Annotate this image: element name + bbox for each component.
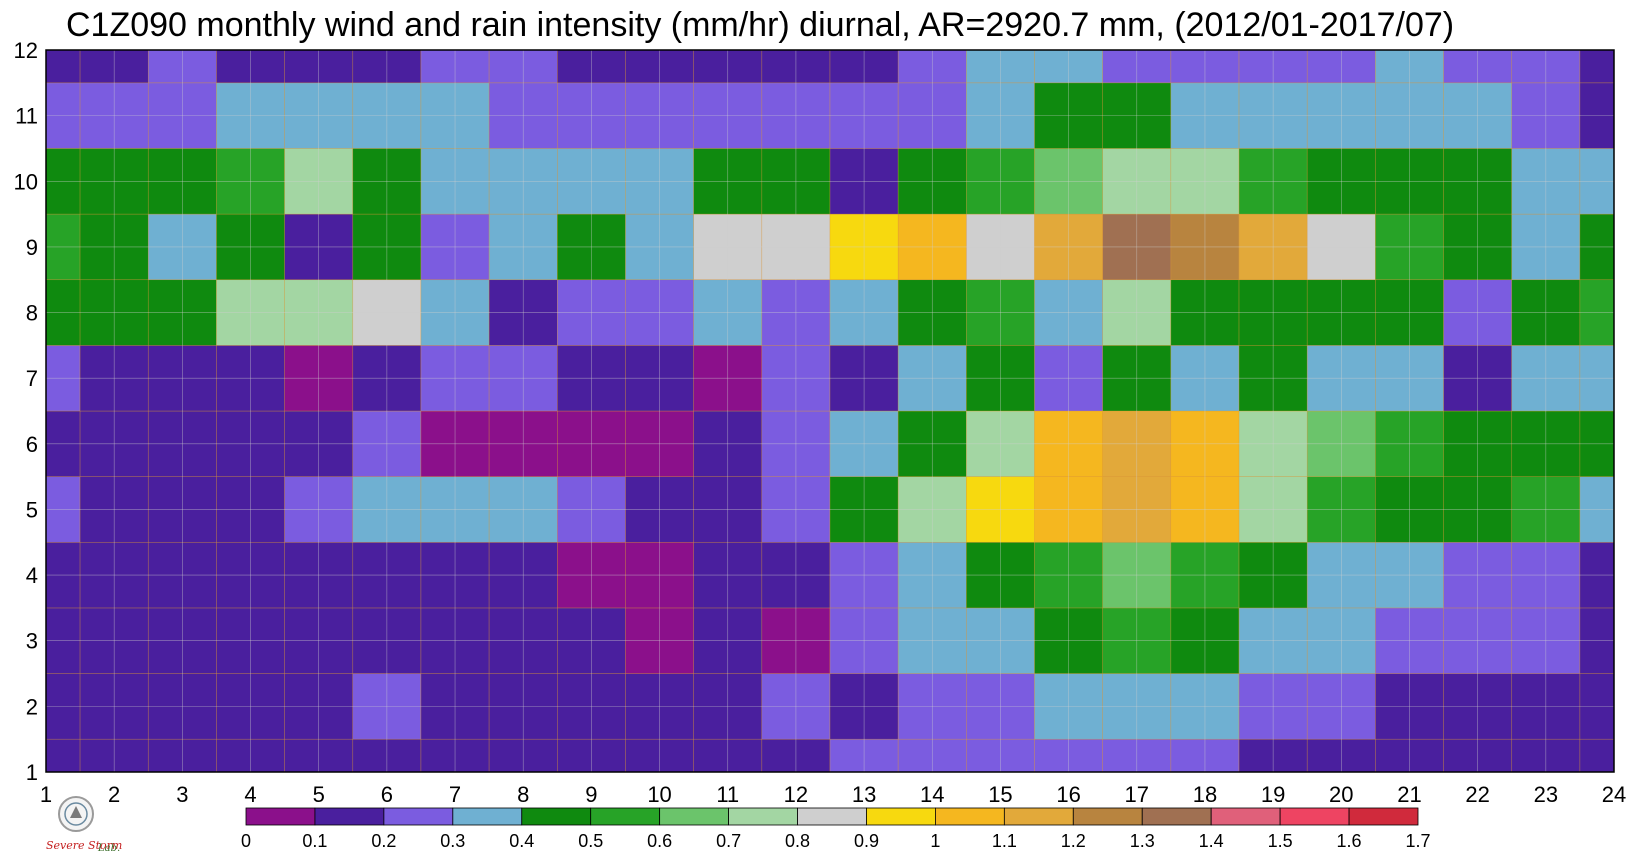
colorbar-swatch	[1279, 807, 1350, 826]
plot-frame	[45, 49, 1615, 773]
y-tick-label: 7	[26, 366, 38, 391]
y-tick-label: 6	[26, 432, 38, 457]
x-tick-label: 13	[852, 782, 876, 807]
colorbar-swatch	[245, 807, 316, 826]
lab-logo-text: Severe Storm	[46, 839, 122, 852]
x-tick-label: 2	[108, 782, 120, 807]
colorbar-swatch	[1210, 807, 1281, 826]
colorbar-tick-label: 0.6	[647, 831, 672, 851]
contour-fill-cells	[45, 49, 1615, 773]
x-tick-label: 18	[1193, 782, 1217, 807]
contour-cell	[45, 49, 81, 84]
colorbar-tick-label: 1.5	[1268, 831, 1293, 851]
colorbar	[245, 807, 1419, 826]
colorbar-tick-label: 1.7	[1405, 831, 1430, 851]
y-tick-label: 9	[26, 235, 38, 260]
colorbar-tick-label: 1.4	[1199, 831, 1224, 851]
y-tick-label: 12	[14, 38, 38, 63]
colorbar-swatch	[314, 807, 385, 826]
x-tick-label: 12	[784, 782, 808, 807]
colorbar-swatch	[452, 807, 523, 826]
colorbar-tick-labels: 0 0.1 0.2 0.3 0.4 0.5 0.6 0.7 0.8 0.9 1 1.1 1.2 1.3 1.…	[241, 831, 1431, 851]
lab-logo: Severe Storm Lab.	[40, 794, 130, 856]
colorbar-tick-label: 0.2	[371, 831, 396, 851]
university-seal-icon	[58, 796, 94, 832]
contour-cell	[45, 738, 81, 773]
colorbar-swatch	[935, 807, 1005, 826]
colorbar-tick-label: 1.1	[992, 831, 1017, 851]
x-tick-label: 14	[920, 782, 944, 807]
x-tick-label: 20	[1329, 782, 1353, 807]
colorbar-tick-label: 1	[930, 831, 940, 851]
y-tick-label: 10	[14, 169, 38, 194]
colorbar-swatch	[728, 807, 798, 826]
y-tick-label: 8	[26, 301, 38, 326]
x-tick-label: 15	[988, 782, 1012, 807]
colorbar-swatch	[1141, 807, 1212, 826]
colorbar-tick-label: 0.8	[785, 831, 810, 851]
colorbar-tick-label: 0.9	[854, 831, 879, 851]
x-tick-label: 16	[1056, 782, 1080, 807]
colorbar-swatch	[383, 807, 454, 826]
colorbar-swatch	[659, 807, 729, 826]
colorbar-swatch	[797, 807, 867, 826]
x-tick-label: 6	[381, 782, 393, 807]
x-tick-label: 9	[585, 782, 597, 807]
y-tick-label: 1	[26, 760, 38, 785]
x-tick-label: 21	[1397, 782, 1421, 807]
svg-text:Lab.: Lab.	[97, 843, 120, 854]
x-tick-label: 19	[1261, 782, 1285, 807]
grid-lines	[45, 49, 1615, 773]
colorbar-swatch	[866, 807, 936, 826]
colorbar-tick-label: 0	[241, 831, 251, 851]
y-tick-label: 5	[26, 497, 38, 522]
x-tick-label: 8	[517, 782, 529, 807]
colorbar-tick-label: 0.4	[509, 831, 534, 851]
colorbar-swatch	[1072, 807, 1143, 826]
y-tick-label: 11	[15, 104, 38, 129]
y-tick-label: 2	[26, 694, 38, 719]
colorbar-tick-label: 1.2	[1061, 831, 1086, 851]
x-tick-label: 11	[716, 782, 739, 807]
x-tick-label: 4	[244, 782, 256, 807]
colorbar-tick-label: 0.5	[578, 831, 603, 851]
colorbar-swatch	[1348, 807, 1419, 826]
chart-title: C1Z090 monthly wind and rain intensity (…	[66, 6, 1455, 44]
x-tick-label: 1	[40, 782, 52, 807]
colorbar-swatch	[590, 807, 661, 826]
x-tick-label: 3	[176, 782, 188, 807]
colorbar-swatch	[1003, 807, 1074, 826]
y-tick-label: 4	[26, 563, 38, 588]
x-tick-label: 7	[449, 782, 461, 807]
colorbar-tick-label: 0.3	[440, 831, 465, 851]
x-tick-labels: 1 2 3 4 5 6 7 8 9 10 11 12 13 14 15 16 17 18 19 20 21 22 23 24	[40, 782, 1626, 807]
x-tick-label: 24	[1602, 782, 1626, 807]
x-tick-label: 5	[313, 782, 325, 807]
colorbar-swatch	[521, 807, 592, 826]
colorbar-tick-label: 0.7	[716, 831, 741, 851]
x-tick-label: 22	[1465, 782, 1489, 807]
colorbar-tick-label: 1.6	[1337, 831, 1362, 851]
colorbar-tick-label: 1.3	[1130, 831, 1155, 851]
contour-cell	[1579, 738, 1615, 773]
x-tick-label: 17	[1125, 782, 1149, 807]
x-tick-label: 10	[647, 782, 671, 807]
y-tick-label: 3	[26, 629, 38, 654]
colorbar-tick-label: 0.1	[302, 831, 327, 851]
contour-cell	[1579, 49, 1615, 84]
x-tick-label: 23	[1534, 782, 1558, 807]
